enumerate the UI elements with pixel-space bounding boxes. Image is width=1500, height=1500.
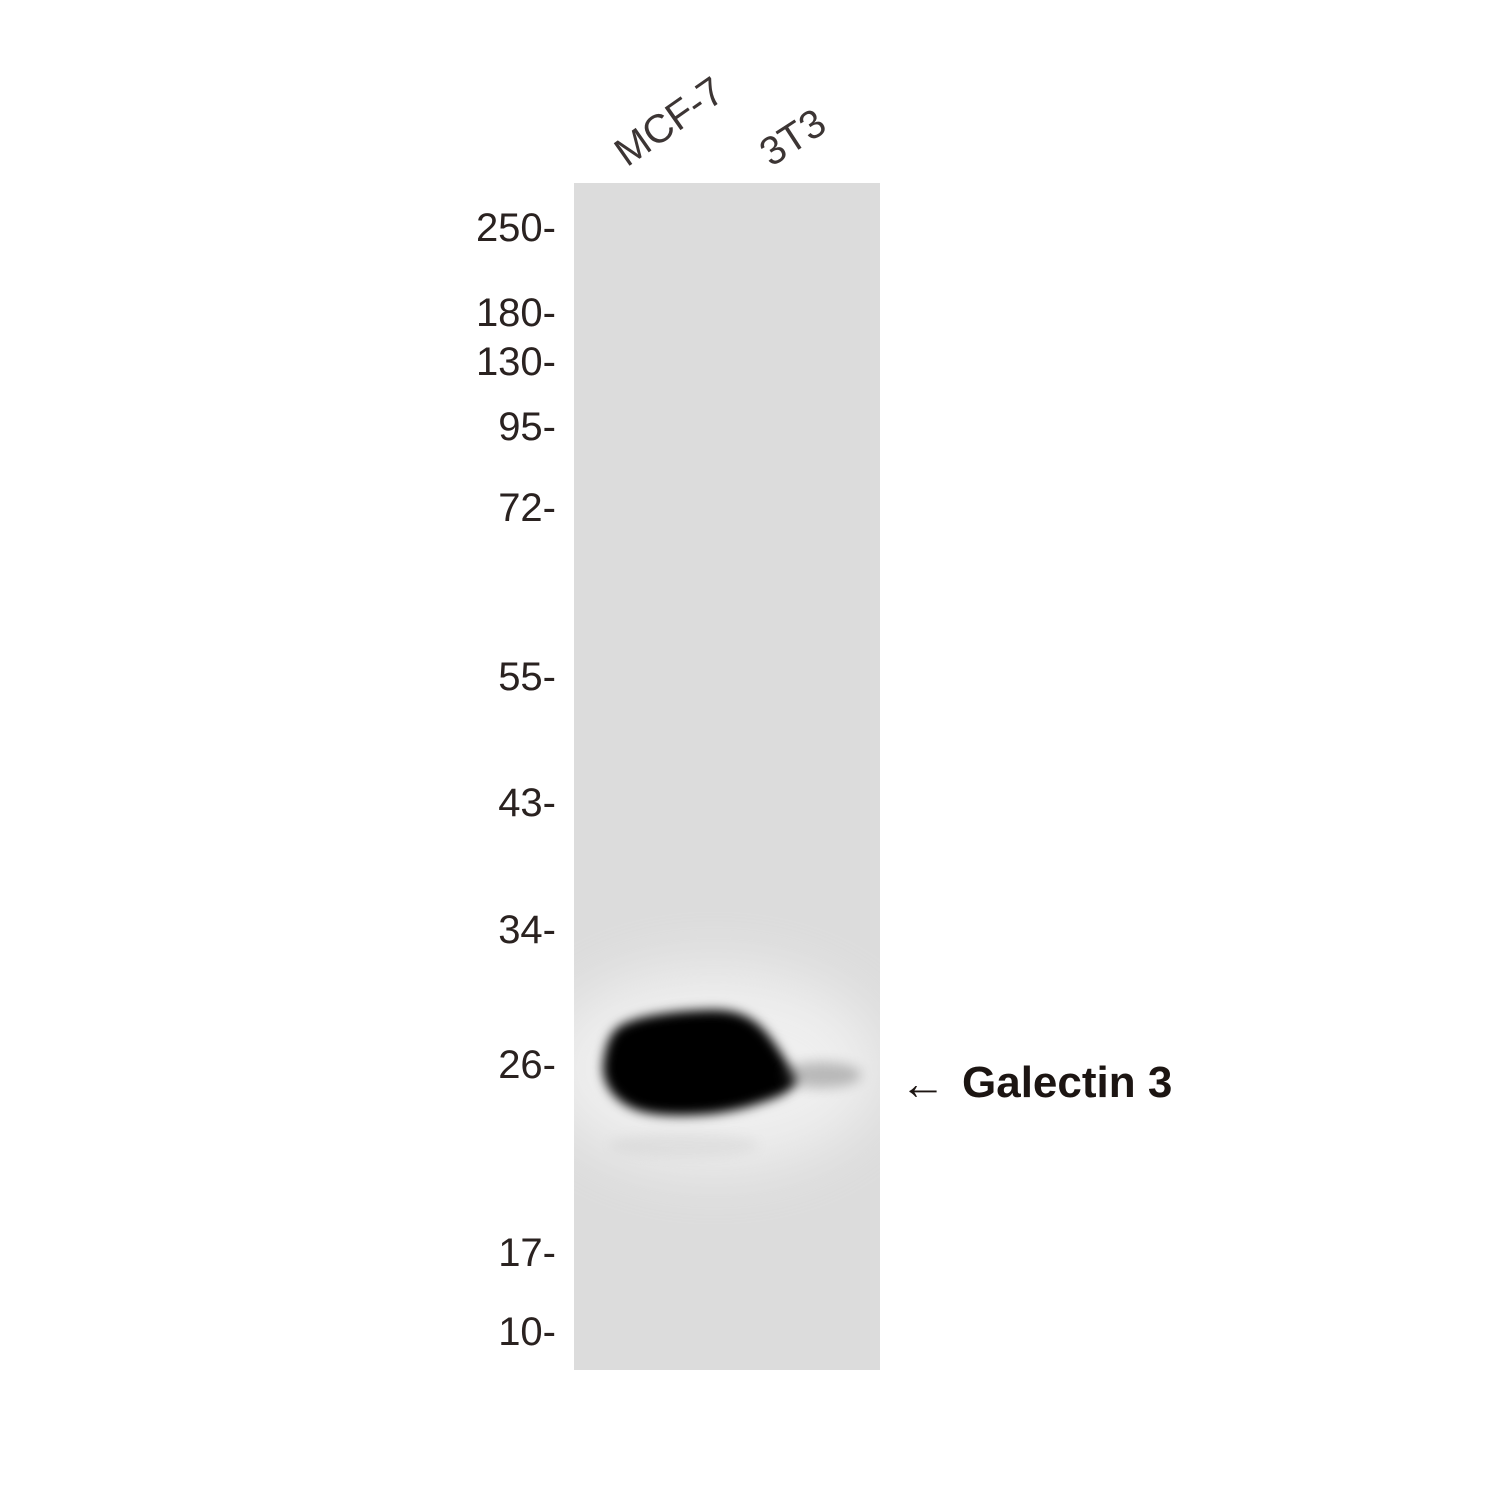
mw-marker-26: 26- (498, 1043, 556, 1087)
mw-marker-72: 72- (498, 486, 556, 530)
mw-marker-34: 34- (498, 908, 556, 952)
lane-label-mcf7: MCF-7 (606, 68, 733, 175)
mw-marker-17: 17- (498, 1231, 556, 1275)
band-annotation: ← Galectin 3 (900, 1053, 1172, 1113)
mw-marker-55: 55- (498, 655, 556, 699)
mw-marker-43: 43- (498, 781, 556, 825)
left-arrow-icon: ← (900, 1057, 946, 1109)
target-protein-label: Galectin 3 (962, 1058, 1173, 1107)
band-mcf7-strong (603, 1009, 797, 1116)
mw-marker-180: 180- (475, 291, 556, 335)
mw-marker-10: 10- (498, 1310, 556, 1354)
lane-label-3t3: 3T3 (752, 100, 834, 175)
bands-layer (574, 968, 880, 1168)
band-under-smear (609, 1133, 759, 1157)
mw-marker-95: 95- (498, 405, 556, 449)
mw-marker-130: 130- (475, 340, 556, 384)
mw-marker-250: 250- (475, 206, 556, 250)
band-3t3-faint (781, 1062, 861, 1088)
gel-membrane (574, 183, 880, 1370)
